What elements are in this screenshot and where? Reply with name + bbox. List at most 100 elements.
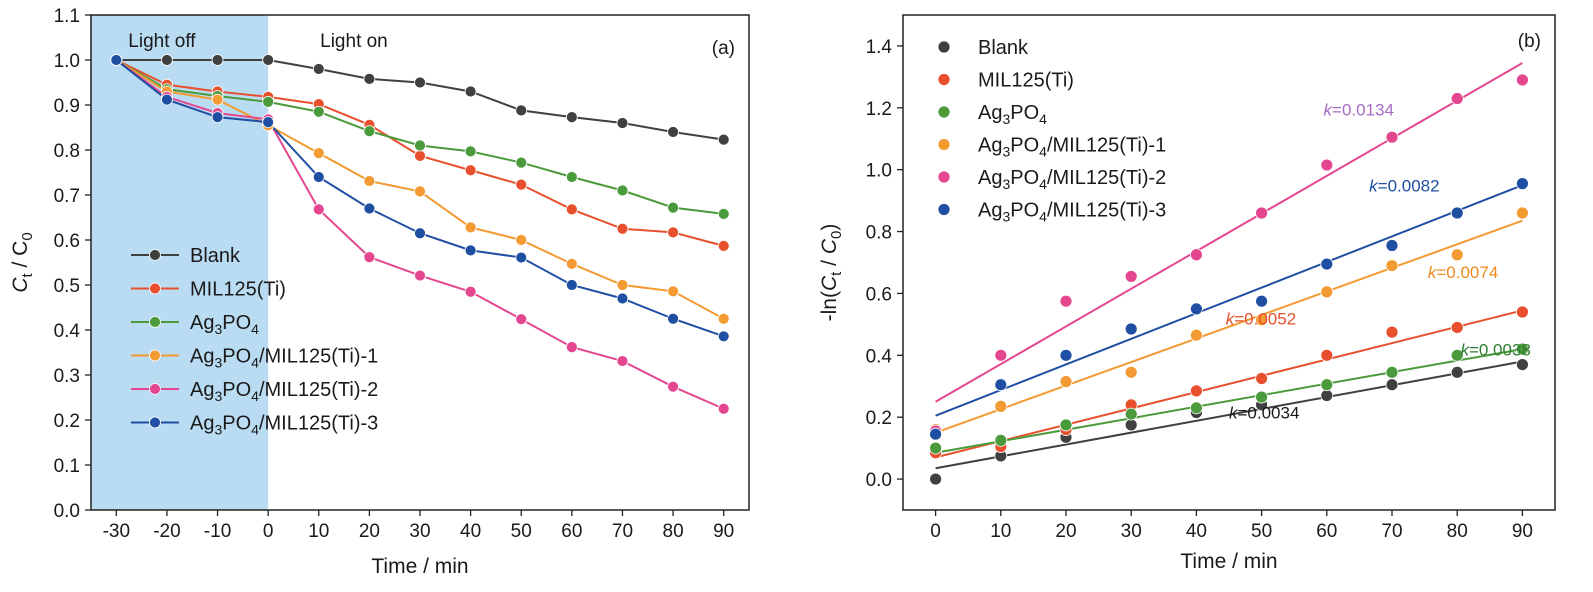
y-tick-label: 0.8: [866, 223, 892, 244]
x-axis-label: Time / min: [1180, 550, 1277, 573]
data-point: [1124, 365, 1138, 379]
data-point: [1516, 177, 1529, 191]
y-tick-label: 0.2: [866, 408, 892, 429]
data-point: [1190, 401, 1203, 415]
legend-item-5: Ag3​PO4​/MIL125(Ti)-3: [937, 200, 1166, 225]
light-off-region: [91, 15, 269, 510]
legend-item-3: Ag3​PO4​/MIL125(Ti)-1: [937, 135, 1166, 160]
data-point: [515, 156, 528, 169]
data-point: [565, 171, 578, 183]
y-tick-label: 1.2: [866, 99, 892, 120]
data-point: [1190, 384, 1203, 398]
data-point: [1124, 418, 1138, 432]
panel-b: k=0.0034 k=0.0052 k=0.0038 k=0.0074 k=0.0134…: [818, 14, 1556, 573]
data-point: [1255, 313, 1268, 327]
y-axis-label: -ln(Ct / C0): [818, 224, 845, 322]
y-tick-label: 0.4: [866, 346, 893, 367]
data-point: [717, 312, 730, 325]
legend-item-0: Blank: [131, 245, 241, 267]
data-point: [464, 145, 477, 158]
data-point: [1255, 294, 1268, 308]
legend-label: Ag3​PO4​/MIL125(Ti)-3: [978, 200, 1166, 225]
legend-item-1: MIL125(Ti): [937, 70, 1074, 92]
data-point: [1059, 418, 1073, 432]
data-point: [1320, 348, 1334, 362]
legend-label: Ag3​PO4​: [978, 102, 1047, 127]
x-tick-label: -30: [103, 521, 130, 542]
data-point: [565, 111, 578, 124]
y-tick-label: 0.0: [54, 501, 80, 522]
data-point: [1124, 322, 1138, 336]
y-tick-label: 0.6: [54, 231, 80, 252]
legend-item-2: Ag3​PO4​: [131, 312, 259, 337]
data-point: [1385, 378, 1399, 392]
legend-label: Blank: [190, 245, 241, 267]
data-point: [616, 279, 629, 291]
data-point: [1516, 305, 1529, 319]
legend-label: Ag3​PO4​/MIL125(Ti)-3: [190, 413, 378, 438]
fit-line-4: [935, 62, 1523, 403]
data-point: [464, 85, 477, 98]
fit-line-2: [935, 348, 1523, 454]
x-tick-label: 20: [1055, 521, 1076, 542]
x-tick-label: 80: [663, 521, 684, 542]
legend-marker: [149, 383, 161, 395]
legend-label: Ag3​PO4​/MIL125(Ti)-2: [978, 167, 1166, 192]
legend-label: MIL125(Ti): [978, 70, 1074, 92]
data-point: [1190, 248, 1203, 262]
data-point: [515, 178, 528, 191]
data-point: [515, 251, 528, 264]
x-axis-label: Time / min: [371, 555, 468, 578]
x-tick-label: 0: [263, 521, 274, 542]
legend-marker: [149, 249, 161, 261]
data-point: [717, 133, 730, 146]
data-point: [929, 427, 942, 441]
data-point: [616, 355, 629, 367]
y-tick-label: 0.0: [866, 470, 892, 491]
data-point: [616, 292, 629, 305]
x-tick-label: 90: [713, 521, 734, 542]
fit-line-3: [935, 219, 1523, 434]
data-point: [717, 402, 730, 415]
x-tick-label: 10: [308, 521, 329, 542]
y-tick-label: 0.4: [54, 321, 81, 342]
x-tick-label: 70: [612, 521, 633, 542]
data-point: [211, 93, 224, 106]
data-point: [515, 104, 528, 117]
data-point: [1385, 325, 1399, 339]
data-point: [717, 207, 730, 220]
data-point: [1516, 342, 1529, 356]
data-point: [667, 285, 679, 298]
legend-marker: [937, 138, 951, 151]
data-point: [414, 139, 426, 152]
x-tick-label: -20: [153, 521, 180, 542]
y-tick-label: 0.6: [866, 284, 892, 305]
legend-label: Ag3​PO4​/MIL125(Ti)-1: [978, 135, 1166, 160]
legend-marker: [937, 40, 951, 54]
legend-marker: [149, 416, 161, 429]
x-tick-label: 0: [930, 521, 941, 542]
data-point: [161, 54, 173, 66]
data-point: [1450, 248, 1464, 262]
legend-label: Blank: [978, 37, 1029, 59]
data-point: [312, 171, 325, 183]
data-point: [363, 202, 376, 215]
data-point: [1450, 321, 1464, 334]
x-tick-label: 50: [1251, 521, 1272, 542]
data-point: [464, 164, 477, 177]
data-point: [161, 93, 173, 106]
data-point: [1516, 358, 1529, 371]
legend-marker: [937, 73, 951, 86]
data-point: [312, 203, 325, 216]
data-point: [565, 257, 578, 270]
legend-marker: [149, 349, 161, 362]
data-point: [667, 226, 679, 239]
data-point: [414, 227, 426, 240]
rate-constant-label: k=0.0082: [1369, 176, 1439, 195]
data-point: [414, 269, 426, 282]
rate-constant-label: k=0.0052: [1226, 309, 1296, 328]
x-tick-label: 40: [1186, 521, 1207, 542]
y-tick-label: 1.0: [866, 161, 892, 182]
data-point: [1450, 206, 1464, 220]
